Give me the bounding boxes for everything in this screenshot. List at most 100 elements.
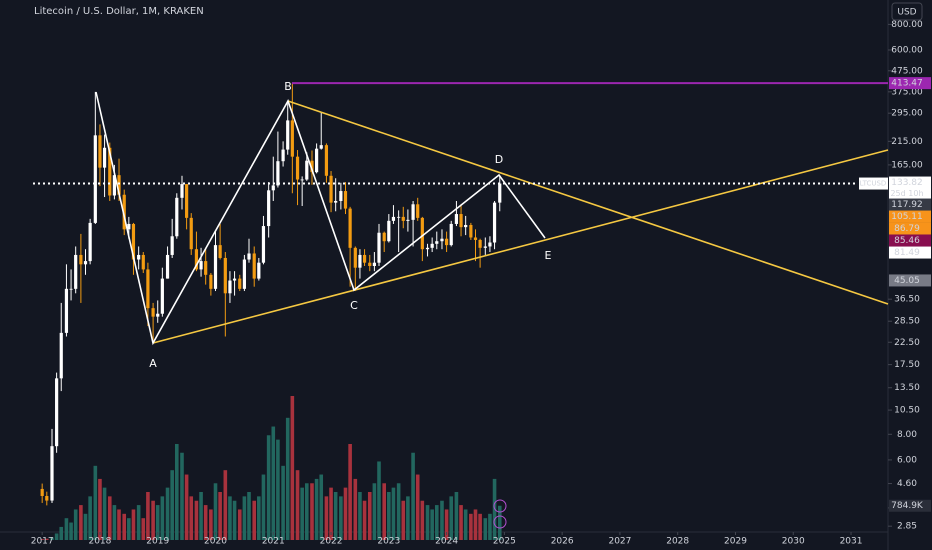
volume-bar [88,496,92,540]
volume-bar [290,396,295,540]
volume-bar [358,492,362,540]
y-tick-label: 375.00 [891,87,923,97]
candle-body [141,254,145,270]
volume-bar [203,505,208,540]
x-tick-label: 2029 [724,537,747,547]
candle-body [83,261,88,265]
candle-body [223,257,227,294]
volume-bar [93,465,98,540]
x-tick-label: 2022 [320,537,343,547]
volume-tag [889,499,931,512]
volume-bar [449,496,454,540]
candle-body [261,226,266,263]
volume-bar [189,496,194,540]
candle-body [339,191,343,201]
candle-body [281,149,285,162]
volume-bar [112,505,117,540]
volume-bar [415,474,420,540]
indicator-price-label: 86.79 [894,224,920,234]
indicator-price-label: 81.49 [894,248,920,258]
indicator-price-tag [889,222,931,235]
indicator-price-label: 45.05 [894,276,920,286]
candle-body [372,262,376,266]
resistance-price-tag [889,77,931,90]
wave-label: E [545,249,552,262]
volume-bar [184,474,189,540]
candle-body [131,223,136,260]
volume-bar [314,478,319,540]
volume-bar [242,496,247,540]
candle-body [401,216,405,221]
candle-body [64,288,69,333]
volume-bar [295,470,300,540]
candle-body [459,214,463,228]
candle-body [199,261,203,270]
candle-body [79,254,83,265]
candle-body [213,245,218,289]
volume-bar [223,470,228,540]
volume-bar [319,474,324,540]
volume-bar [232,500,237,540]
volume-bar [180,452,184,540]
event-icon[interactable] [493,499,507,513]
volume-bar [454,492,459,540]
last-price-tag [889,176,931,201]
indicator-price-tag [889,234,931,247]
countdown-label: 25d 10h [890,189,923,198]
y-tick-label: 2.85 [897,522,917,532]
candle-body [50,446,54,501]
volume-bar [310,483,314,540]
indicator-price-tag [889,246,931,259]
candle-body [218,245,222,258]
candle-body [310,160,314,173]
volume-bar [54,533,59,540]
candle-body [55,378,59,447]
volume-bar [440,500,444,540]
volume-bar [391,487,396,540]
volume-bar [257,496,261,540]
candle-body [440,238,444,242]
currency-button[interactable] [891,2,923,21]
volume-bar [107,496,112,540]
candle-body [175,197,179,237]
volume-bar [348,444,352,540]
volume-bar [218,492,222,540]
volume-bar [339,496,343,540]
volume-bar [151,500,155,540]
upper-trendline [287,100,889,305]
candle-body [343,191,348,209]
x-tick-label: 2031 [840,537,863,547]
volume-bar [483,518,488,540]
y-tick-label: 165.00 [891,160,923,170]
candle-body [449,223,453,246]
candle-body [411,204,415,220]
indicator-price-tag [889,274,931,287]
candle-body [444,238,449,246]
volume-bar [497,505,502,540]
volume-bar [324,496,329,540]
candle-body [464,224,468,228]
candle-body [358,254,362,268]
currency[interactable]: USD [897,8,916,18]
y-tick-label: 600.00 [891,45,923,55]
candle-body [271,185,275,191]
x-tick-label: 2030 [782,537,805,547]
volume-bar [174,444,179,540]
volume-bar [285,417,290,540]
y-tick-label: 22.50 [894,338,920,348]
chart-title: Litecoin / U.S. Dollar, 1M, KRAKEN [34,6,204,17]
candle-body [257,262,261,279]
x-tick-label: 2027 [608,537,631,547]
candle-body [267,190,271,227]
candle-body [112,175,116,196]
indicator-price-tag [889,198,931,211]
x-tick-label: 2026 [551,537,574,547]
y-tick-label: 6.00 [897,455,917,465]
candle-body [397,216,401,218]
candle-body [165,254,170,279]
volume-bar [343,487,348,540]
volume-bar [434,505,439,540]
candle-body [170,236,174,255]
event-icon[interactable] [493,515,507,529]
axes: 800.00 600.00 475.00 375.00 295.00 215.00 165.… [31,20,923,547]
